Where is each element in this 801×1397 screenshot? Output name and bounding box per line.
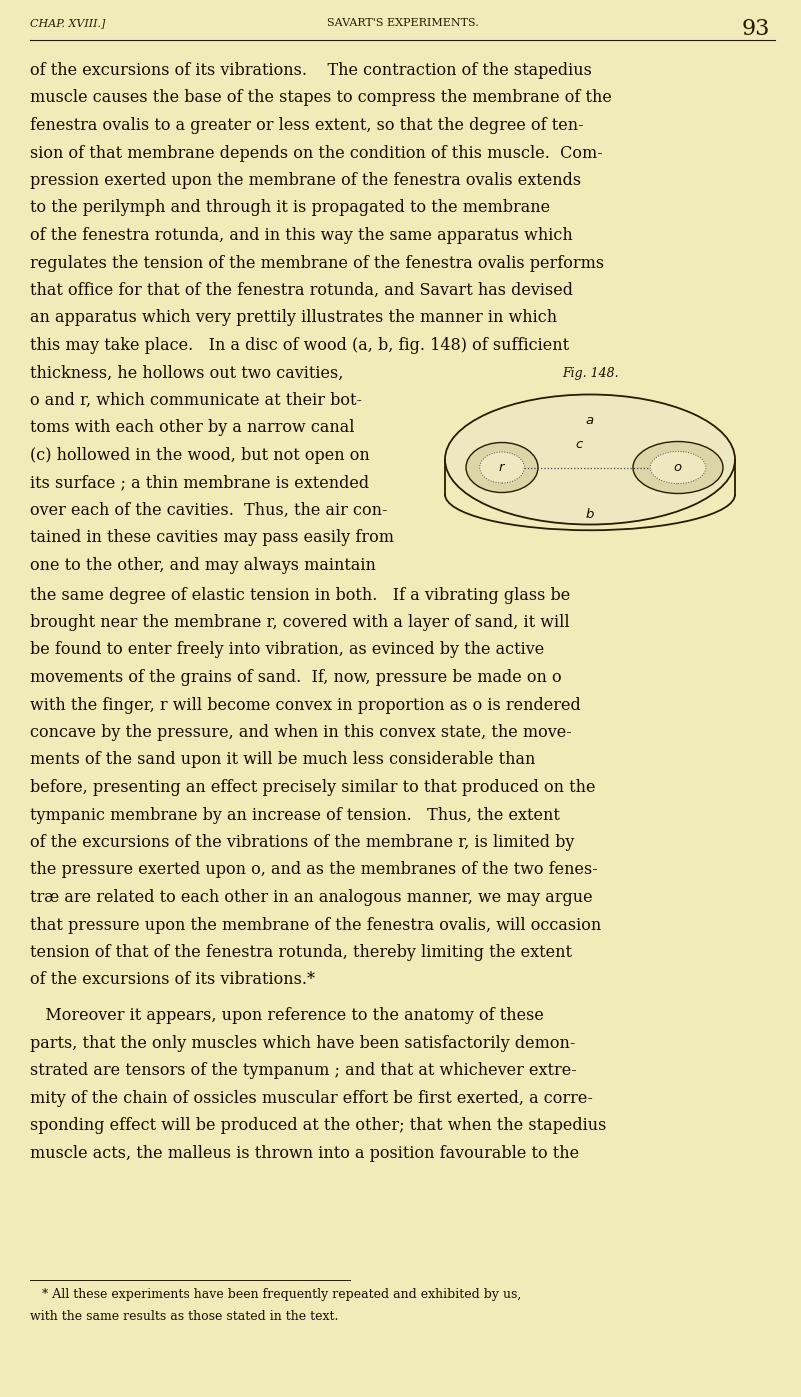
Text: Moreover it appears, upon reference to the anatomy of these: Moreover it appears, upon reference to t…	[30, 1007, 544, 1024]
Text: its surface ; a thin membrane is extended: its surface ; a thin membrane is extende…	[30, 475, 369, 492]
Text: over each of the cavities.  Thus, the air con-: over each of the cavities. Thus, the air…	[30, 502, 388, 520]
Text: * All these experiments have been frequently repeated and exhibited by us,: * All these experiments have been freque…	[30, 1288, 521, 1301]
Ellipse shape	[633, 441, 723, 493]
Text: CHAP. XVIII.]: CHAP. XVIII.]	[30, 18, 106, 28]
Text: sion of that membrane depends on the condition of this muscle.  Com-: sion of that membrane depends on the con…	[30, 144, 602, 162]
Text: $b$: $b$	[585, 507, 595, 521]
Ellipse shape	[445, 394, 735, 524]
Text: an apparatus which very prettily illustrates the manner in which: an apparatus which very prettily illustr…	[30, 310, 557, 327]
Text: brought near the membrane r, covered with a layer of sand, it will: brought near the membrane r, covered wit…	[30, 615, 570, 631]
Text: parts, that the only muscles which have been satisfactorily demon-: parts, that the only muscles which have …	[30, 1035, 575, 1052]
Text: o and r, which communicate at their bot-: o and r, which communicate at their bot-	[30, 393, 362, 409]
Text: of the excursions of its vibrations.*: of the excursions of its vibrations.*	[30, 971, 315, 989]
Text: this may take place.   In a disc of wood (a, b, fig. 148) of sufficient: this may take place. In a disc of wood (…	[30, 337, 570, 353]
Text: be found to enter freely into vibration, as evinced by the active: be found to enter freely into vibration,…	[30, 641, 544, 658]
Text: with the same results as those stated in the text.: with the same results as those stated in…	[30, 1310, 338, 1323]
Text: to the perilymph and through it is propagated to the membrane: to the perilymph and through it is propa…	[30, 200, 550, 217]
Text: concave by the pressure, and when in this convex state, the move-: concave by the pressure, and when in thi…	[30, 724, 572, 740]
Text: træ are related to each other in an analogous manner, we may argue: træ are related to each other in an anal…	[30, 888, 593, 907]
Text: tained in these cavities may pass easily from: tained in these cavities may pass easily…	[30, 529, 394, 546]
Text: the same degree of elastic tension in both.   If a vibrating glass be: the same degree of elastic tension in bo…	[30, 587, 570, 604]
Text: sponding effect will be produced at the other; that when the stapedius: sponding effect will be produced at the …	[30, 1118, 606, 1134]
Text: (c) hollowed in the wood, but not open on: (c) hollowed in the wood, but not open o…	[30, 447, 370, 464]
Text: tympanic membrane by an increase of tension.   Thus, the extent: tympanic membrane by an increase of tens…	[30, 806, 560, 823]
Text: SAVART'S EXPERIMENTS.: SAVART'S EXPERIMENTS.	[327, 18, 478, 28]
Text: of the excursions of the vibrations of the membrane r, is limited by: of the excursions of the vibrations of t…	[30, 834, 574, 851]
Text: toms with each other by a narrow canal: toms with each other by a narrow canal	[30, 419, 355, 436]
Text: $c$: $c$	[575, 439, 585, 451]
Ellipse shape	[480, 453, 525, 483]
Text: with the finger, r will become convex in proportion as o is rendered: with the finger, r will become convex in…	[30, 697, 581, 714]
Text: of the excursions of its vibrations.    The contraction of the stapedius: of the excursions of its vibrations. The…	[30, 61, 592, 80]
Text: movements of the grains of sand.  If, now, pressure be made on o: movements of the grains of sand. If, now…	[30, 669, 562, 686]
Text: before, presenting an effect precisely similar to that produced on the: before, presenting an effect precisely s…	[30, 780, 595, 796]
Text: Fig. 148.: Fig. 148.	[562, 366, 618, 380]
Text: muscle acts, the malleus is thrown into a position favourable to the: muscle acts, the malleus is thrown into …	[30, 1144, 579, 1162]
Text: that office for that of the fenestra rotunda, and Savart has devised: that office for that of the fenestra rot…	[30, 282, 573, 299]
Text: 93: 93	[742, 18, 770, 41]
Text: ments of the sand upon it will be much less considerable than: ments of the sand upon it will be much l…	[30, 752, 535, 768]
Text: $a$: $a$	[586, 415, 594, 427]
Ellipse shape	[650, 451, 706, 483]
Text: mity of the chain of ossicles muscular effort be first exerted, a corre-: mity of the chain of ossicles muscular e…	[30, 1090, 593, 1106]
Text: thickness, he hollows out two cavities,: thickness, he hollows out two cavities,	[30, 365, 344, 381]
Text: pression exerted upon the membrane of the fenestra ovalis extends: pression exerted upon the membrane of th…	[30, 172, 581, 189]
Text: tension of that of the fenestra rotunda, thereby limiting the extent: tension of that of the fenestra rotunda,…	[30, 944, 572, 961]
Ellipse shape	[466, 443, 538, 493]
Text: muscle causes the base of the stapes to compress the membrane of the: muscle causes the base of the stapes to …	[30, 89, 612, 106]
Text: one to the other, and may always maintain: one to the other, and may always maintai…	[30, 557, 376, 574]
Text: regulates the tension of the membrane of the fenestra ovalis performs: regulates the tension of the membrane of…	[30, 254, 604, 271]
Text: of the fenestra rotunda, and in this way the same apparatus which: of the fenestra rotunda, and in this way…	[30, 226, 573, 244]
Text: the pressure exerted upon o, and as the membranes of the two fenes-: the pressure exerted upon o, and as the …	[30, 862, 598, 879]
Text: $o$: $o$	[674, 461, 682, 474]
Text: $r$: $r$	[498, 461, 506, 474]
Text: fenestra ovalis to a greater or less extent, so that the degree of ten-: fenestra ovalis to a greater or less ext…	[30, 117, 584, 134]
Text: that pressure upon the membrane of the fenestra ovalis, will occasion: that pressure upon the membrane of the f…	[30, 916, 602, 933]
Text: strated are tensors of the tympanum ; and that at whichever extre-: strated are tensors of the tympanum ; an…	[30, 1062, 577, 1080]
